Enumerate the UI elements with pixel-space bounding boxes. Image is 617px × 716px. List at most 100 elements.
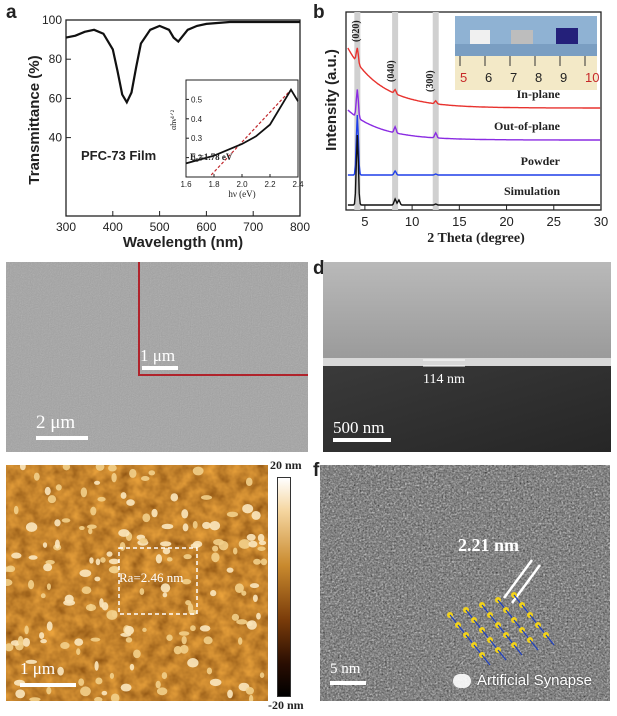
a-ylabel: Transmittance (%)	[26, 55, 43, 184]
afm-grain	[226, 511, 239, 518]
afm-grain	[13, 505, 19, 515]
afm-grain	[166, 557, 173, 562]
afm-grain	[166, 634, 173, 642]
panel-label-b: b	[313, 2, 325, 23]
afm-grain	[19, 465, 26, 471]
afm-grain	[259, 672, 265, 678]
afm-grain	[178, 631, 190, 636]
inset-x-tick-label: 2.2	[264, 180, 276, 189]
xrd-series-1	[347, 89, 601, 141]
lattice-spacing-label: 2.21 nm	[458, 535, 520, 555]
series-label: In-plane	[517, 87, 561, 101]
afm-grain	[120, 492, 127, 499]
ruler-number: 8	[535, 70, 542, 85]
afm-grain	[209, 521, 221, 531]
afm-grain	[85, 604, 97, 612]
afm-grain	[142, 627, 147, 633]
afm-grain	[192, 540, 203, 548]
afm-grain	[15, 689, 26, 699]
afm-grain	[162, 592, 168, 598]
peak-band	[354, 12, 361, 210]
afm-grain	[89, 557, 94, 564]
afm-grain	[6, 566, 14, 572]
watermark-text: Artificial Synapse	[476, 672, 592, 689]
afm-grain	[33, 472, 40, 481]
afm-grain	[246, 533, 256, 541]
tem-image: 2.21 nm 5 nm Artificial Synapse	[320, 465, 610, 701]
afm-grain	[226, 567, 234, 573]
afm-grain	[28, 555, 38, 560]
afm-grain	[212, 545, 219, 552]
afm-grain	[260, 558, 268, 566]
afm-grain	[80, 686, 91, 697]
inset-x-tick-label: 1.6	[180, 180, 192, 189]
afm-grain	[227, 689, 233, 699]
cross-scale-bar	[333, 438, 391, 442]
lattice-bond	[481, 654, 491, 666]
peak-label-300: (300)	[425, 70, 436, 92]
inset-y-tick-label: 0.4	[191, 115, 203, 124]
ruler-number: 5	[460, 70, 467, 85]
afm-grain	[248, 540, 258, 548]
afm-grain	[28, 579, 35, 590]
afm-grain	[6, 643, 14, 652]
watermark: Artificial Synapse	[452, 672, 592, 689]
tem-scale-label: 5 nm	[330, 661, 361, 677]
afm-grain	[55, 484, 62, 491]
xrd-series-2	[347, 114, 601, 176]
thickness-label: 114 nm	[423, 372, 465, 387]
afm-grain	[140, 475, 150, 481]
afm-grain	[46, 583, 51, 590]
afm-grain	[162, 547, 171, 555]
afm-grain	[129, 663, 135, 671]
tem-scale-bar	[330, 681, 366, 685]
x-tick-label: 700	[243, 220, 263, 234]
afm-grain	[78, 678, 85, 686]
afm-grain	[190, 625, 196, 632]
afm-grain	[179, 644, 189, 654]
peak-label-040: (040)	[386, 60, 397, 82]
sem-scale-label: 2 μm	[36, 412, 76, 433]
afm-grain	[161, 523, 174, 530]
afm-grain	[44, 486, 51, 496]
afm-grain	[79, 569, 92, 577]
afm-grain	[251, 510, 261, 520]
afm-grain	[187, 658, 199, 668]
afm-grain	[54, 539, 60, 549]
afm-grain	[95, 677, 103, 685]
afm-grain	[119, 541, 126, 551]
afm-grain	[159, 541, 172, 547]
afm-grain	[95, 465, 105, 471]
afm-grain	[129, 468, 137, 478]
afm-grain	[74, 638, 84, 646]
afm-grain	[17, 635, 24, 646]
afm-grain	[45, 559, 55, 565]
x-tick-label: 20	[499, 214, 513, 229]
x-tick-label: 30	[594, 214, 608, 229]
xrd-series-0	[347, 47, 601, 109]
afm-grain	[29, 697, 41, 701]
afm-grain	[90, 637, 101, 642]
afm-grain	[151, 508, 158, 518]
inset-scale-bar	[142, 366, 178, 370]
inset-y-tick-label: 0.3	[191, 134, 203, 143]
afm-grain	[94, 696, 103, 701]
afm-grain	[126, 499, 135, 506]
afm-grain	[245, 686, 255, 695]
afm-grain	[94, 661, 99, 671]
x-tick-label: 15	[452, 214, 466, 229]
afm-grain	[210, 590, 217, 597]
inset-x-tick-label: 2.4	[292, 180, 304, 189]
afm-grain	[213, 538, 224, 546]
ruler-number: 7	[510, 70, 517, 85]
transmittance-chart: 300 400 500 600 700 800 40 60 80 100 Transmittanc…	[26, 13, 310, 251]
afm-grain	[155, 554, 163, 564]
afm-grain	[257, 533, 265, 542]
afm-grain	[10, 640, 21, 646]
afm-grain	[108, 558, 120, 565]
colorbar-bottom-label: -20 nm	[268, 698, 304, 712]
afm-grain	[234, 583, 244, 593]
afm-grain	[203, 636, 213, 645]
afm-grain	[182, 523, 189, 532]
panel-label-a: a	[6, 2, 17, 23]
